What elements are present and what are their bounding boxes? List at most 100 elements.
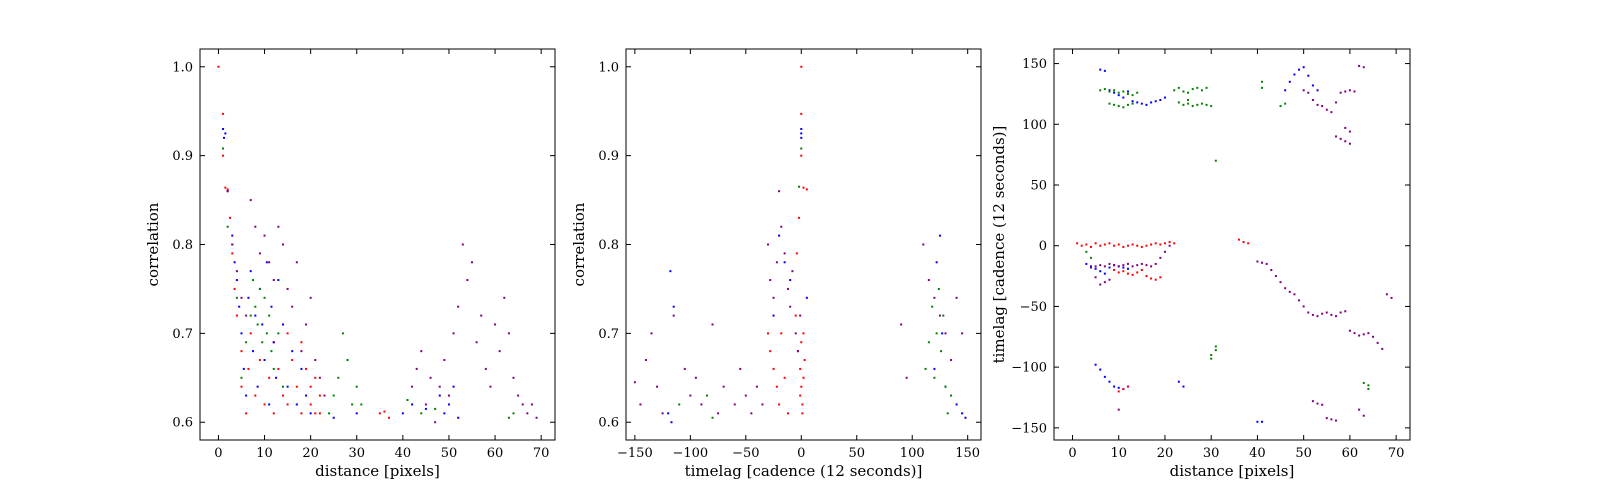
y-axis-label: timelag [cadence (12 seconds)] [990, 126, 1008, 364]
data-point [286, 287, 289, 290]
data-point [434, 421, 437, 424]
x-axis-label: distance [pixels] [1170, 462, 1295, 480]
data-point [1159, 256, 1162, 259]
data-point [722, 385, 725, 388]
data-point [498, 350, 501, 353]
data-point [1191, 88, 1194, 91]
data-point [1099, 244, 1102, 247]
data-point [1094, 265, 1097, 268]
data-point [217, 65, 220, 68]
data-point [503, 296, 506, 299]
data-point [1117, 265, 1120, 268]
data-point [955, 403, 958, 406]
y-tick-label: 0.6 [172, 416, 193, 431]
data-point [415, 367, 418, 370]
data-point [238, 305, 241, 308]
data-point [1196, 103, 1199, 106]
x-tick-label: 50 [848, 446, 865, 461]
data-point [1177, 380, 1180, 383]
data-point [941, 332, 944, 335]
data-point [1113, 103, 1116, 106]
data-point [530, 403, 533, 406]
data-point [252, 279, 255, 282]
data-point [1136, 101, 1139, 104]
data-point [235, 296, 238, 299]
data-point [1131, 243, 1134, 246]
data-point [924, 367, 927, 370]
x-tick-label: 10 [1110, 446, 1127, 461]
data-point [772, 314, 775, 317]
data-point [1099, 270, 1102, 273]
data-point [1126, 244, 1129, 247]
x-tick-label: −50 [732, 446, 759, 461]
data-point [265, 332, 268, 335]
data-point [1348, 89, 1351, 92]
data-point [1136, 244, 1139, 247]
data-point [1390, 296, 1393, 299]
data-point [1288, 290, 1291, 293]
y-axis-label: correlation [570, 202, 588, 286]
data-point [803, 359, 806, 362]
data-point [1325, 417, 1328, 420]
data-point [800, 112, 803, 115]
data-point [1131, 265, 1134, 268]
data-point [1261, 80, 1264, 83]
data-point [268, 314, 271, 317]
data-point [1274, 275, 1277, 278]
data-point [1339, 91, 1342, 94]
data-point [235, 314, 238, 317]
data-point [252, 350, 255, 353]
data-point [800, 154, 803, 157]
data-point [800, 385, 803, 388]
data-point [946, 412, 949, 415]
x-axis-label: distance [pixels] [315, 462, 440, 480]
data-point [900, 323, 903, 326]
data-point [1113, 244, 1116, 247]
data-point [224, 186, 227, 189]
data-point [300, 367, 303, 370]
data-point [309, 385, 312, 388]
data-point [783, 376, 786, 379]
x-tick-label: 100 [900, 446, 925, 461]
data-point [1344, 140, 1347, 143]
data-point [272, 279, 275, 282]
data-point [1348, 142, 1351, 145]
data-point [270, 350, 273, 353]
data-point [678, 403, 681, 406]
data-point [802, 186, 805, 189]
x-tick-label: 20 [302, 446, 319, 461]
data-point [323, 394, 326, 397]
data-point [1362, 333, 1365, 336]
data-point [931, 305, 934, 308]
data-point [231, 252, 234, 255]
data-point [261, 323, 264, 326]
data-point [1279, 105, 1282, 108]
data-points [633, 65, 967, 424]
data-point [1131, 100, 1134, 103]
plot-frame [1053, 48, 1411, 441]
panel-timelag-vs-distance: 0 10 20 30 40 50 60 70 −150 −100 −50 0 50 100 150 dista… [990, 48, 1411, 480]
data-point [1131, 102, 1134, 105]
data-point [800, 127, 803, 130]
data-point [799, 314, 802, 317]
data-point [406, 399, 409, 402]
data-point [1113, 385, 1116, 388]
x-tick-label: 40 [395, 446, 412, 461]
data-point [800, 147, 803, 150]
data-point [661, 412, 664, 415]
data-point [355, 412, 358, 415]
data-point [1247, 242, 1250, 245]
data-point [277, 367, 280, 370]
data-point [1163, 250, 1166, 253]
data-point [222, 127, 225, 130]
data-point [1103, 88, 1106, 91]
data-point [295, 385, 298, 388]
data-point [789, 305, 792, 308]
data-point [633, 381, 636, 384]
data-point [318, 412, 321, 415]
data-point [1094, 276, 1097, 279]
data-point [526, 412, 529, 415]
data-point [1214, 349, 1217, 352]
data-point [1325, 311, 1328, 314]
x-tick-label: 30 [348, 446, 365, 461]
